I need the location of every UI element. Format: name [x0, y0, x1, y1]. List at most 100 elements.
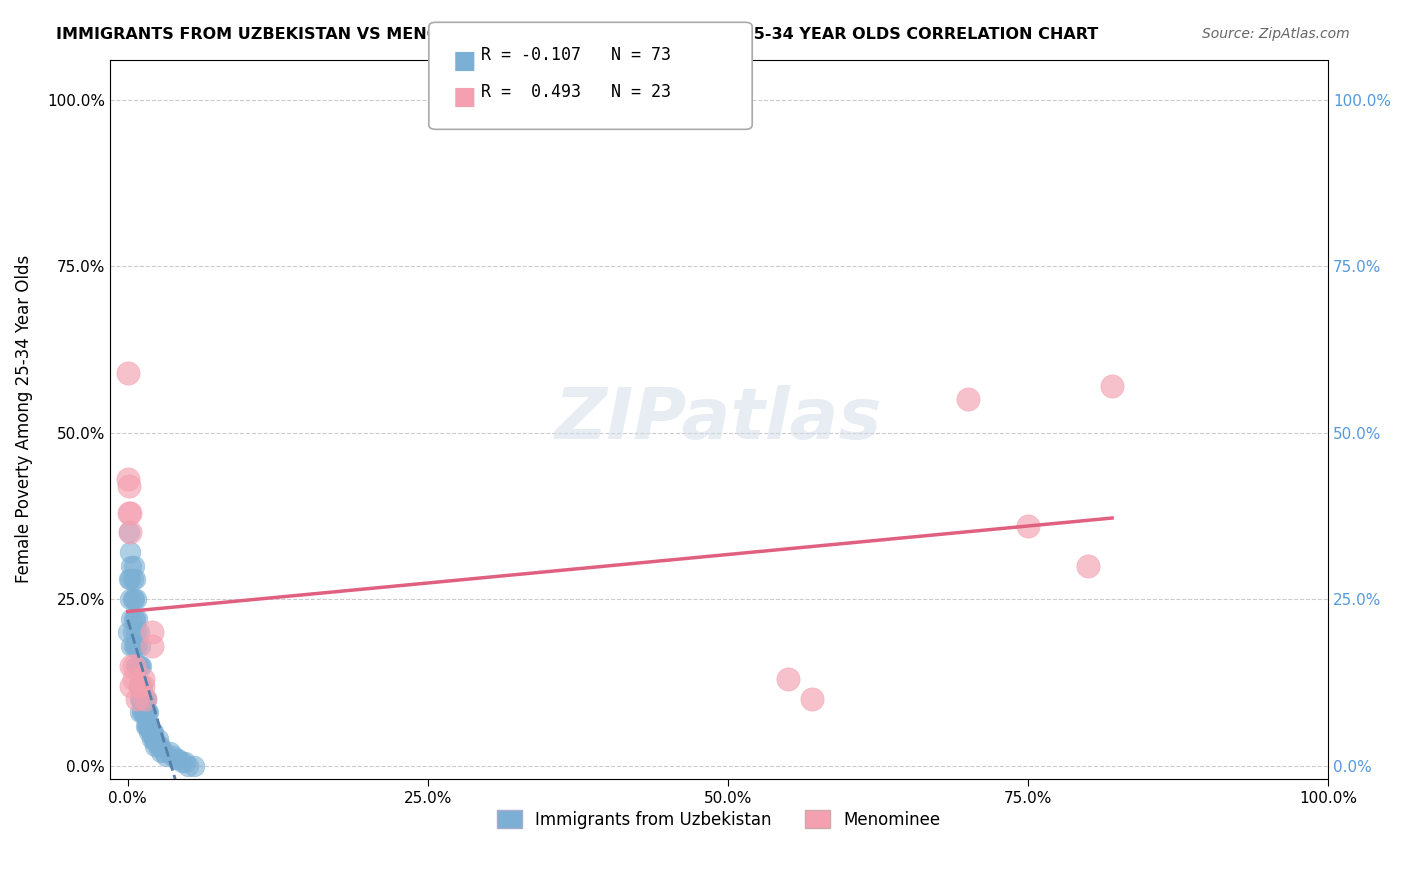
Point — [120, 679, 142, 693]
Point — [120, 639, 142, 653]
Point — [1017, 518, 1039, 533]
Point — [174, 756, 197, 770]
Point — [120, 592, 142, 607]
Point — [183, 758, 205, 772]
Point — [125, 592, 148, 607]
Point — [122, 612, 145, 626]
Point — [128, 692, 150, 706]
Point — [122, 658, 145, 673]
Point — [132, 692, 155, 706]
Point — [128, 679, 150, 693]
Text: ZIPatlas: ZIPatlas — [555, 384, 883, 454]
Point — [120, 558, 142, 573]
Point — [142, 725, 165, 739]
Point — [117, 472, 139, 486]
Point — [141, 731, 163, 746]
Point — [141, 725, 163, 739]
Point — [150, 745, 173, 759]
Point — [776, 672, 799, 686]
Point — [128, 679, 150, 693]
Text: ■: ■ — [453, 85, 477, 109]
Point — [122, 639, 145, 653]
Point — [122, 558, 145, 573]
Point — [132, 706, 155, 720]
Point — [121, 572, 143, 586]
Point — [127, 612, 149, 626]
Point — [138, 718, 160, 732]
Point — [801, 692, 824, 706]
Point — [118, 506, 141, 520]
Point — [117, 625, 139, 640]
Point — [127, 692, 149, 706]
Point — [1077, 558, 1099, 573]
Point — [165, 752, 187, 766]
Point — [155, 748, 177, 763]
Point — [162, 748, 184, 763]
Point — [129, 692, 152, 706]
Point — [131, 679, 153, 693]
Y-axis label: Female Poverty Among 25-34 Year Olds: Female Poverty Among 25-34 Year Olds — [15, 255, 32, 583]
Point — [143, 731, 166, 746]
Point — [149, 739, 172, 753]
Point — [127, 658, 149, 673]
Point — [135, 718, 157, 732]
Point — [131, 706, 153, 720]
Point — [141, 625, 163, 640]
Point — [170, 756, 193, 770]
Point — [120, 506, 142, 520]
Point — [139, 725, 162, 739]
Point — [136, 718, 159, 732]
Point — [143, 731, 166, 746]
Point — [124, 639, 146, 653]
Point — [128, 625, 150, 640]
Point — [135, 692, 157, 706]
Point — [141, 639, 163, 653]
Point — [125, 625, 148, 640]
Point — [128, 658, 150, 673]
Point — [1101, 379, 1123, 393]
Text: R =  0.493   N = 23: R = 0.493 N = 23 — [481, 83, 671, 101]
Point — [127, 639, 149, 653]
Point — [124, 612, 146, 626]
Point — [167, 752, 190, 766]
Text: R = -0.107   N = 73: R = -0.107 N = 73 — [481, 46, 671, 64]
Point — [120, 572, 142, 586]
Point — [120, 658, 142, 673]
Point — [956, 392, 979, 407]
Point — [159, 745, 181, 759]
Point — [134, 692, 156, 706]
Point — [120, 612, 142, 626]
Text: IMMIGRANTS FROM UZBEKISTAN VS MENOMINEE FEMALE POVERTY AMONG 25-34 YEAR OLDS COR: IMMIGRANTS FROM UZBEKISTAN VS MENOMINEE … — [56, 27, 1098, 42]
Point — [152, 745, 174, 759]
Point — [128, 679, 150, 693]
Point — [118, 572, 141, 586]
Text: ■: ■ — [453, 49, 477, 73]
Point — [146, 731, 169, 746]
Point — [129, 658, 152, 673]
Point — [146, 739, 169, 753]
Point — [128, 658, 150, 673]
Point — [136, 706, 159, 720]
Point — [120, 545, 142, 559]
Point — [136, 706, 159, 720]
Point — [131, 692, 153, 706]
Point — [136, 718, 159, 732]
Point — [118, 479, 141, 493]
Point — [128, 706, 150, 720]
Point — [117, 366, 139, 380]
Point — [145, 739, 167, 753]
Point — [122, 592, 145, 607]
Point — [135, 706, 157, 720]
Point — [128, 639, 150, 653]
Text: Source: ZipAtlas.com: Source: ZipAtlas.com — [1202, 27, 1350, 41]
Legend: Immigrants from Uzbekistan, Menominee: Immigrants from Uzbekistan, Menominee — [491, 804, 948, 835]
Point — [129, 679, 152, 693]
Point — [121, 592, 143, 607]
Point — [132, 679, 155, 693]
Point — [134, 692, 156, 706]
Point — [118, 525, 141, 540]
Point — [134, 706, 156, 720]
Point — [177, 758, 200, 772]
Point — [132, 672, 155, 686]
Point — [120, 525, 142, 540]
